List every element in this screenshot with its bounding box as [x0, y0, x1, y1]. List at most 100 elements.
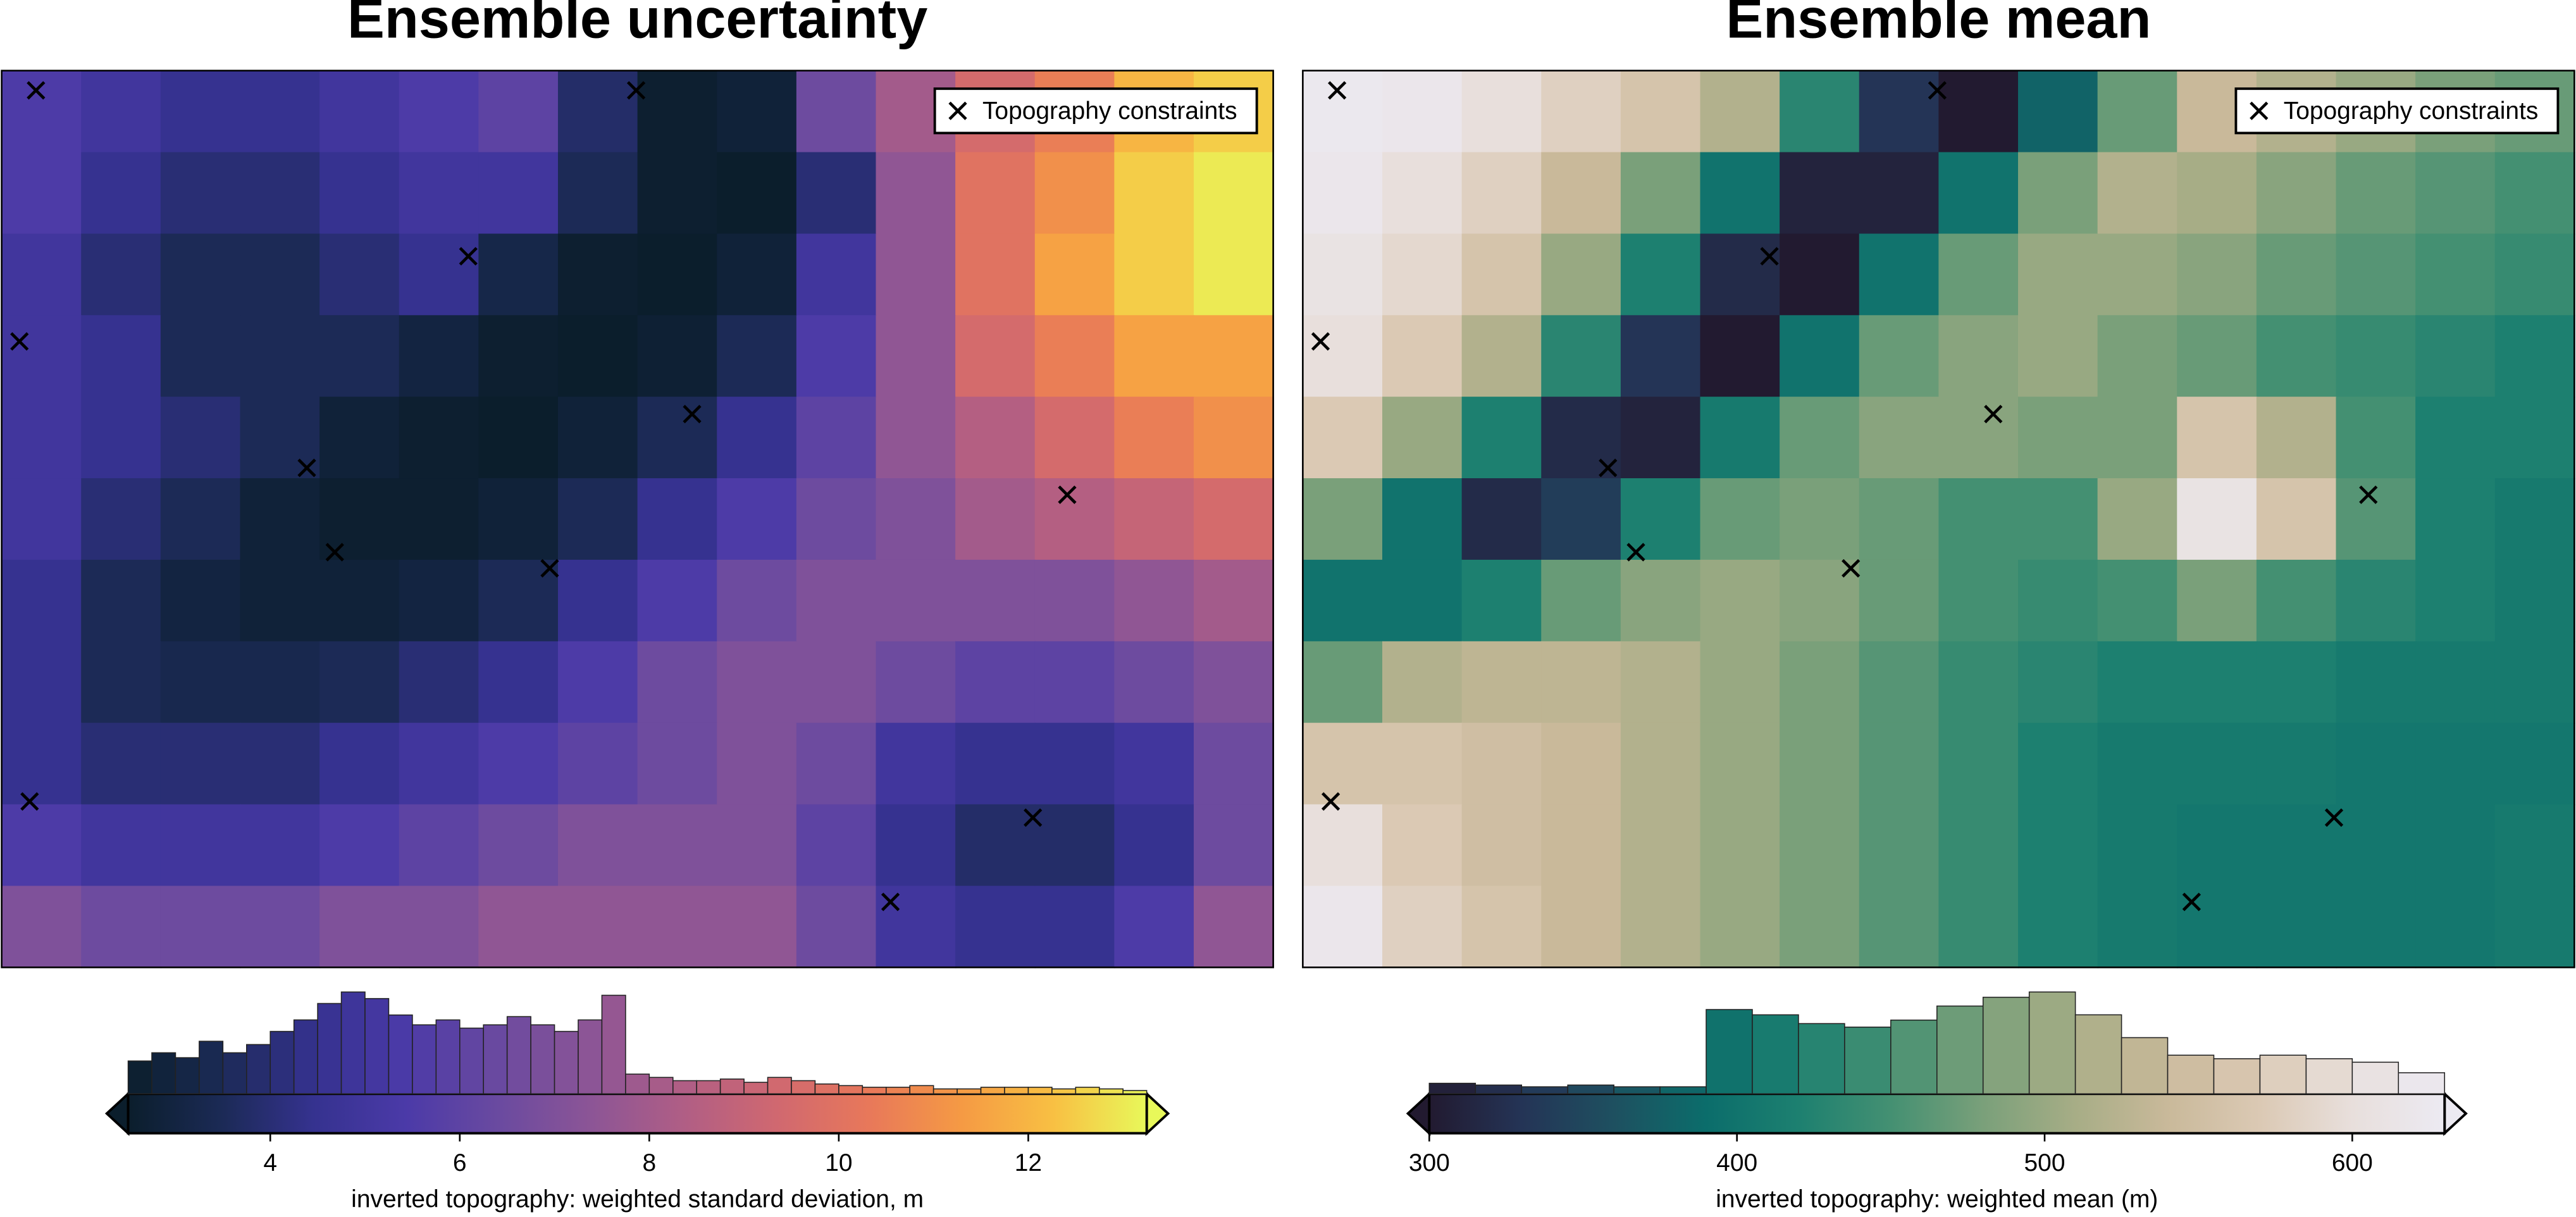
heatmap-cell [1114, 315, 1195, 398]
heatmap-cell [557, 559, 638, 643]
heatmap-cell [160, 315, 241, 398]
heatmap-cell [478, 70, 559, 153]
heatmap-cell [319, 397, 400, 479]
heatmap-cell [1303, 722, 1384, 805]
colorbar-tick-label: 300 [1409, 1149, 1450, 1177]
heatmap-cell [1620, 559, 1701, 643]
histogram-bar [743, 1082, 769, 1095]
colorbar-tick-label: 12 [1015, 1149, 1042, 1177]
heatmap-cell [160, 233, 241, 316]
constraint-point [1760, 247, 1779, 266]
heatmap-cell [81, 641, 162, 724]
heatmap-cell [876, 478, 957, 561]
histogram-bar [1936, 1005, 1984, 1095]
heatmap-cell [2336, 397, 2417, 479]
heatmap-cell [1700, 397, 1781, 479]
heatmap-cell [160, 886, 241, 968]
heatmap-cell [2177, 641, 2258, 724]
colorbar-label: inverted topography: weighted standard d… [351, 1185, 924, 1213]
heatmap-cell [240, 804, 321, 887]
heatmap-cell [319, 804, 400, 887]
heatmap-cell [876, 722, 957, 805]
histogram-bar [1098, 1088, 1124, 1095]
heatmap-cell [1194, 397, 1274, 479]
heatmap-cell [1461, 315, 1542, 398]
colorbar-tick-label: 6 [453, 1149, 467, 1177]
heatmap-cell [1780, 886, 1861, 968]
heatmap-cell [2256, 641, 2337, 724]
histogram-bar [2028, 991, 2076, 1095]
heatmap-cell [1, 152, 82, 235]
heatmap-cell [2336, 559, 2417, 643]
heatmap-cell [2018, 70, 2098, 153]
heatmap-cell [2018, 397, 2098, 479]
heatmap-cell [1382, 152, 1463, 235]
heatmap-cell [1382, 722, 1463, 805]
heatmap-cell [1382, 315, 1463, 398]
heatmap-cell [1541, 152, 1622, 235]
constraint-point [297, 459, 316, 478]
heatmap-cell [2177, 152, 2258, 235]
heatmap-cell [2256, 315, 2337, 398]
heatmap-cell [160, 559, 241, 643]
heatmap-cell [637, 152, 718, 235]
heatmap-cell [1303, 397, 1384, 479]
histogram-bar [293, 1019, 318, 1095]
histogram-bar [2167, 1054, 2215, 1095]
constraint-point [1311, 332, 1330, 351]
histogram-bar [269, 1030, 295, 1095]
heatmap-cell [2256, 478, 2337, 561]
heatmap-cell [2018, 722, 2098, 805]
constraint-point [1928, 81, 1947, 100]
heatmap-cell [1382, 397, 1463, 479]
heatmap-cell [1303, 478, 1384, 561]
heatmap-cell [2415, 315, 2496, 398]
heatmap-cell [1780, 233, 1861, 316]
heatmap-cell [399, 559, 480, 643]
heatmap-cell [717, 152, 798, 235]
heatmap-cell [2018, 886, 2098, 968]
heatmap-cell [876, 152, 957, 235]
heatmap-cell [81, 70, 162, 153]
heatmap-cell [637, 804, 718, 887]
histogram-bar [2074, 1014, 2122, 1095]
heatmap-cell [1194, 886, 1274, 968]
heatmap-cell [1780, 152, 1861, 235]
heatmap-cell [1194, 315, 1274, 398]
heatmap-cell [1194, 233, 1274, 316]
heatmap-cell [399, 641, 480, 724]
histogram-bar [2305, 1058, 2353, 1095]
heatmap-cell [240, 233, 321, 316]
histogram-bar [1798, 1023, 1845, 1095]
histogram-bar [909, 1085, 934, 1095]
heatmap-cell [399, 886, 480, 968]
heatmap-cell [1859, 641, 1940, 724]
histogram-bar [364, 998, 390, 1095]
heatmap-cell [2097, 886, 2178, 968]
heatmap-cell [1194, 722, 1274, 805]
constraint-point [20, 792, 39, 811]
constraint-point [459, 247, 478, 266]
heatmap-cell [1, 804, 82, 887]
heatmap-cell [1780, 478, 1861, 561]
heatmap-cell [2256, 804, 2337, 887]
heatmap-cell [1461, 641, 1542, 724]
histogram-bar [222, 1052, 247, 1095]
heatmap-cell [1114, 397, 1195, 479]
heatmap-cell [637, 315, 718, 398]
heatmap-cell [1700, 641, 1781, 724]
heatmap-cell [240, 70, 321, 153]
histogram-bar [1844, 1027, 1892, 1095]
heatmap-cell [1, 397, 82, 479]
histogram-bar [175, 1057, 200, 1095]
heatmap-cell [1303, 886, 1384, 968]
histogram-bar [317, 1003, 342, 1095]
histogram-bar [625, 1073, 650, 1095]
histogram-bar [1075, 1087, 1100, 1095]
heatmap-cell [1541, 886, 1622, 968]
histogram-bar [578, 1019, 603, 1095]
heatmap-cell [637, 641, 718, 724]
heatmap-cell [399, 478, 480, 561]
constraint-point [2359, 485, 2378, 504]
